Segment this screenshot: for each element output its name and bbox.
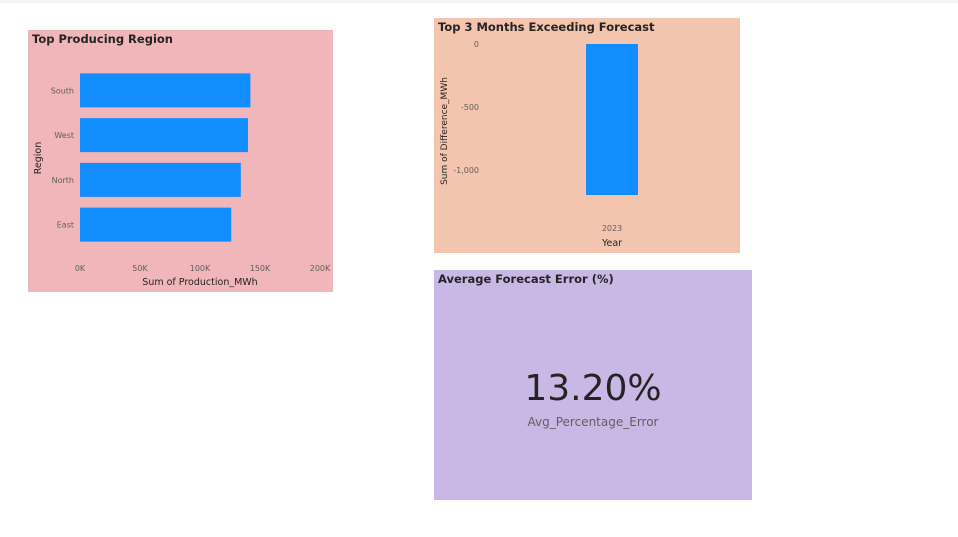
bar[interactable] [80, 207, 232, 242]
y-tick-label: West [54, 131, 74, 140]
x-axis-title: Year [601, 238, 622, 249]
top-producing-region-visual[interactable]: South West North East 0K 50K 100K 150K 200K Sum o… [28, 30, 333, 292]
y-tick-label: South [51, 86, 74, 95]
y-tick-label: North [52, 176, 74, 185]
kpi-label: Avg_Percentage_Error [527, 415, 659, 429]
visual-title: Average Forecast Error (%) [438, 272, 614, 286]
y-tick-label: 0 [474, 40, 479, 49]
x-tick-label: 0K [75, 264, 86, 273]
top-producing-region-chart[interactable]: South West North East 0K 50K 100K 150K 200K Sum o… [28, 30, 333, 292]
top-border [0, 0, 958, 3]
y-axis-title: Sum of Difference_MWh [440, 77, 450, 185]
bar[interactable] [586, 44, 638, 195]
x-tick-label: 50K [132, 264, 148, 273]
y-tick-label: -500 [461, 103, 479, 112]
bar[interactable] [80, 73, 251, 108]
y-axis-title: Region [33, 142, 44, 175]
top-months-exceeding-forecast-chart[interactable]: 2023 0 -500 -1,000 Year Sum of Difference_MWh [434, 18, 740, 253]
average-forecast-error-card[interactable]: Average Forecast Error (%) 13.20% Avg_Pe… [434, 270, 752, 500]
visual-title: Top Producing Region [32, 32, 173, 46]
x-tick-label: 100K [190, 264, 211, 273]
bar[interactable] [80, 118, 248, 153]
kpi-value: 13.20% [524, 368, 662, 409]
bar[interactable] [80, 162, 241, 197]
y-tick-label: East [57, 221, 74, 230]
visual-title: Top 3 Months Exceeding Forecast [438, 20, 655, 34]
y-tick-label: -1,000 [453, 166, 479, 175]
x-axis-title: Sum of Production_MWh [142, 277, 257, 288]
visual-background [28, 30, 333, 292]
x-tick-label: 150K [250, 264, 271, 273]
x-tick-label: 2023 [602, 224, 622, 233]
top-months-exceeding-forecast-visual[interactable]: 2023 0 -500 -1,000 Year Sum of Difference_MWh… [434, 18, 740, 253]
x-tick-label: 200K [310, 264, 331, 273]
